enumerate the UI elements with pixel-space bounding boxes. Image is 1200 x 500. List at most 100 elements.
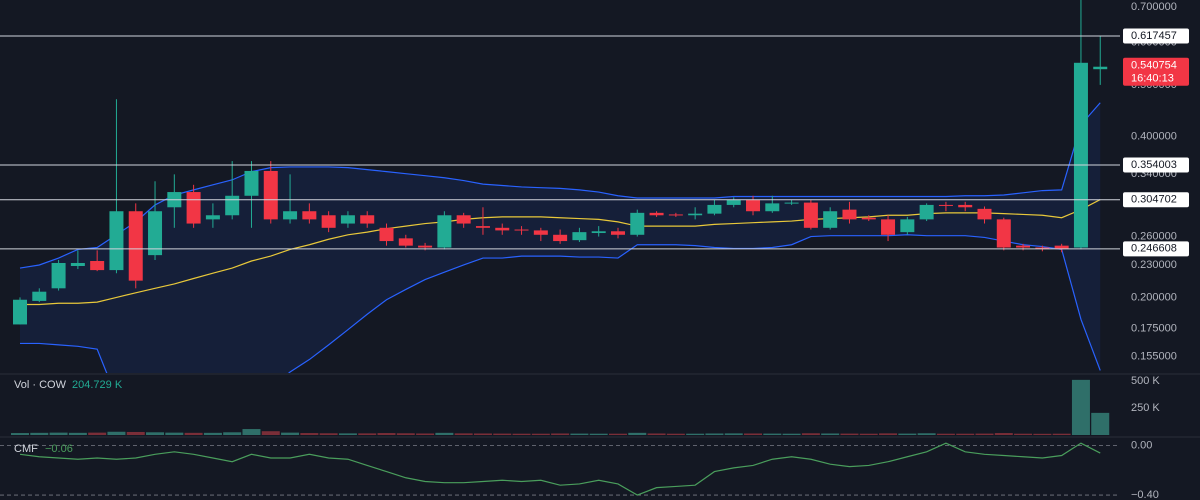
volume-bar	[416, 433, 435, 435]
candle-body	[842, 209, 857, 220]
volume-bar	[879, 433, 898, 435]
candle-body	[70, 262, 85, 267]
candle-body	[610, 231, 625, 235]
volume-bar	[1091, 412, 1110, 435]
candle-body	[109, 211, 124, 271]
candle-body	[302, 211, 317, 220]
candle-body	[51, 262, 66, 289]
volume-bar	[107, 431, 126, 435]
candle-body	[398, 238, 413, 246]
band-line	[20, 234, 1101, 373]
volume-bar	[705, 433, 724, 435]
candle-body	[379, 227, 394, 242]
candle-body	[649, 212, 664, 216]
volume-bar	[570, 433, 589, 435]
volume-bar	[608, 433, 627, 435]
volume-bar	[801, 433, 820, 435]
volume-bar	[686, 433, 705, 435]
level-label-box	[1123, 241, 1189, 257]
candle-body	[861, 217, 876, 220]
y-tick-label: 0.00	[1131, 440, 1152, 452]
volume-bar	[628, 432, 647, 435]
volume-bar	[358, 433, 377, 435]
volume-bar	[1033, 433, 1052, 435]
volume-bar	[589, 433, 608, 435]
candle-body	[186, 192, 201, 224]
candle-body	[919, 204, 934, 220]
volume-bar	[1071, 379, 1090, 435]
candle-body	[456, 215, 471, 224]
candle-body	[1054, 245, 1069, 249]
volume-bar	[898, 433, 917, 435]
candle-body	[553, 234, 568, 242]
volume-bar	[473, 433, 492, 435]
volume-bar	[917, 433, 936, 435]
candle-body	[533, 230, 548, 235]
candle-body	[765, 203, 780, 212]
candle-body	[668, 214, 683, 216]
y-tick-label: 0.175000	[1131, 322, 1177, 334]
volume-bar	[821, 433, 840, 435]
volume-bar	[300, 433, 319, 435]
volume-bar	[435, 432, 454, 435]
volume-bar	[88, 432, 107, 435]
candle-body	[360, 215, 375, 224]
candle-body	[475, 226, 490, 228]
volume-bar	[319, 433, 338, 435]
candle-body	[784, 202, 799, 204]
volume-bar	[936, 433, 955, 435]
candle-body	[90, 260, 105, 271]
candle-body	[630, 212, 645, 235]
candle-body	[205, 215, 220, 220]
candle-body	[244, 170, 259, 196]
volume-bar	[184, 432, 203, 435]
volume-bar	[126, 431, 145, 435]
candle-body	[13, 299, 27, 325]
volume-bar	[763, 433, 782, 435]
candle-body	[688, 213, 703, 216]
volume-bar	[782, 433, 801, 435]
level-label: 0.246608	[1131, 243, 1177, 255]
candle-body	[977, 208, 992, 220]
cmf-line	[19, 442, 1101, 496]
volume-bar	[1052, 433, 1071, 435]
candle-body	[148, 211, 163, 256]
volume-bar	[531, 433, 550, 435]
candle-body	[591, 231, 606, 234]
volume-bar	[956, 433, 975, 435]
volume-bar	[261, 431, 280, 435]
volume-bar	[242, 429, 261, 435]
volume-bar	[30, 432, 49, 435]
y-tick-label: 0.200000	[1131, 291, 1177, 303]
volume-bar	[454, 433, 473, 435]
volume-bar	[377, 433, 396, 435]
candle-body	[958, 204, 973, 208]
candle-body	[418, 245, 433, 248]
current-volume: 204.729 K	[72, 379, 123, 391]
candle-body	[803, 202, 818, 228]
candle-body	[996, 219, 1011, 248]
candle-body	[340, 215, 355, 224]
volume-bar	[1014, 433, 1033, 435]
band-line	[19, 102, 1101, 269]
candle-body	[707, 204, 722, 214]
y-tick-label: 0.700000	[1131, 1, 1177, 13]
level-label-box	[1123, 157, 1189, 173]
candle-body	[881, 219, 896, 235]
volume-bar	[859, 433, 878, 435]
pane-title: Vol · COW	[14, 379, 67, 391]
volume-bar	[203, 432, 222, 435]
volume-bar	[281, 432, 300, 435]
level-label: 0.304702	[1131, 194, 1177, 206]
volume-bar	[994, 433, 1013, 435]
candle-body	[823, 211, 838, 228]
volume-bar	[666, 433, 685, 435]
level-label-box	[1123, 192, 1189, 208]
last-price-box	[1123, 57, 1189, 86]
volume-bar	[223, 432, 242, 435]
price-pane	[13, 0, 1108, 373]
candle-body	[514, 229, 529, 231]
volume-bar	[512, 433, 531, 435]
